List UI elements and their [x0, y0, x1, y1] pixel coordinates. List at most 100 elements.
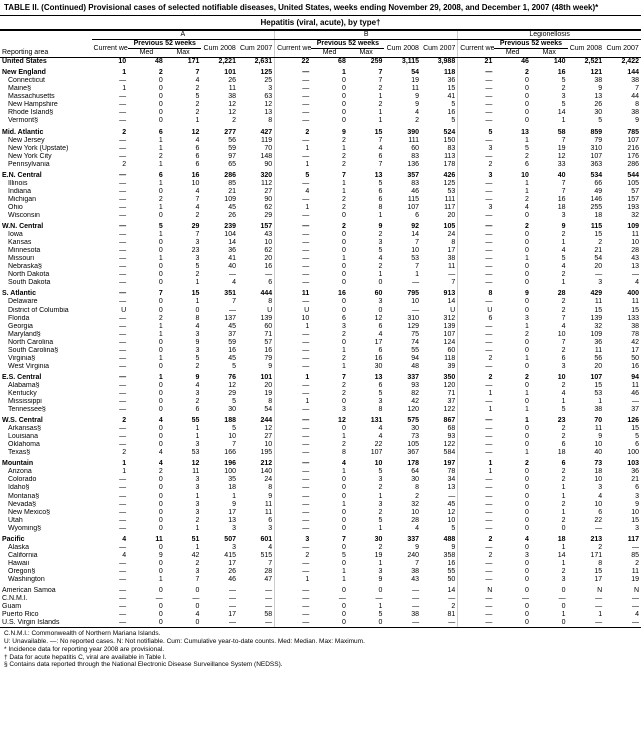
data-cell: 0	[128, 109, 165, 117]
data-cell: U	[275, 307, 312, 315]
data-cell: —	[275, 101, 312, 109]
data-cell: —	[238, 603, 275, 611]
data-cell: —	[458, 509, 495, 517]
table-row: United States10481712,2212,63122682593,1…	[0, 58, 641, 67]
data-cell: 4	[238, 544, 275, 552]
data-cell: 240	[384, 552, 421, 560]
data-cell: 2	[348, 101, 385, 109]
data-cell: 129	[384, 323, 421, 331]
table-row: W.N. Central—529239157—2992105—29115109	[0, 220, 641, 231]
data-cell: 2	[458, 161, 495, 169]
data-cell: 32	[604, 212, 641, 220]
data-cell: —	[458, 619, 495, 627]
data-cell: —	[275, 180, 312, 188]
data-cell: 2	[531, 468, 568, 476]
data-cell: 1	[165, 425, 202, 433]
data-cell: 73	[568, 457, 605, 468]
area-cell: E.N. Central	[0, 169, 92, 180]
data-cell: 19	[238, 390, 275, 398]
data-cell: 94	[604, 371, 641, 382]
data-cell: 7	[531, 315, 568, 323]
data-cell: 1	[275, 371, 312, 382]
data-cell: 79	[238, 355, 275, 363]
data-cell: 367	[384, 449, 421, 457]
data-cell: —	[275, 484, 312, 492]
data-cell: 1	[458, 390, 495, 398]
data-cell: 2	[92, 449, 129, 457]
data-cell: 17	[348, 339, 385, 347]
data-cell: 0	[128, 101, 165, 109]
data-cell: 0	[128, 93, 165, 101]
data-cell: 9	[421, 544, 458, 552]
hdr-group-leg: Legionellosis	[458, 31, 641, 40]
data-cell: 575	[384, 414, 421, 425]
data-cell: —	[275, 263, 312, 271]
data-cell: —	[275, 493, 312, 501]
data-cell: 2	[568, 544, 605, 552]
data-cell: —	[92, 517, 129, 525]
data-cell: 488	[421, 533, 458, 544]
data-cell: 1	[348, 493, 385, 501]
data-cell: 1	[275, 576, 312, 584]
data-cell: —	[92, 509, 129, 517]
data-cell: U	[458, 307, 495, 315]
area-cell: Hawaii	[0, 560, 92, 568]
data-cell: 8	[348, 204, 385, 212]
data-cell: —	[458, 180, 495, 188]
data-cell: 2	[165, 560, 202, 568]
data-cell: —	[458, 484, 495, 492]
data-cell: 120	[384, 406, 421, 414]
data-cell: —	[201, 307, 238, 315]
area-cell: Ohio	[0, 204, 92, 212]
data-cell: 6	[568, 509, 605, 517]
hdr-med-b: Med	[311, 49, 348, 58]
data-cell: 10	[604, 239, 641, 247]
data-cell: 144	[604, 66, 641, 77]
data-cell: 4	[531, 247, 568, 255]
data-cell: 5	[311, 552, 348, 560]
data-cell: 2	[165, 212, 202, 220]
data-cell: 21	[568, 247, 605, 255]
data-cell: 7	[165, 231, 202, 239]
data-cell: 5	[531, 77, 568, 85]
data-cell: 259	[348, 58, 385, 67]
data-cell: 2	[421, 603, 458, 611]
data-cell: 14	[384, 231, 421, 239]
data-cell: 0	[494, 298, 531, 306]
data-cell: 23	[531, 414, 568, 425]
data-cell: —	[92, 287, 129, 298]
data-cell: 0	[311, 117, 348, 125]
data-cell: 1	[348, 212, 385, 220]
area-cell: Georgia	[0, 323, 92, 331]
data-cell: 584	[421, 449, 458, 457]
data-cell: 20	[568, 363, 605, 371]
data-cell: —	[458, 220, 495, 231]
data-cell: 25	[238, 77, 275, 85]
data-cell: 0	[494, 501, 531, 509]
data-cell: 0	[311, 279, 348, 287]
data-cell: —	[92, 101, 129, 109]
area-cell: Wyoming§	[0, 525, 92, 533]
data-cell: —	[201, 619, 238, 627]
data-cell: 21	[201, 188, 238, 196]
data-cell: 38	[201, 93, 238, 101]
area-cell: Mid. Atlantic	[0, 126, 92, 137]
data-cell: 41	[421, 93, 458, 101]
data-cell: 11	[275, 287, 312, 298]
data-cell: 1	[494, 406, 531, 414]
data-cell: —	[275, 355, 312, 363]
data-cell: 111	[421, 196, 458, 204]
data-cell: 81	[421, 611, 458, 619]
data-cell: 312	[421, 315, 458, 323]
data-cell: 2	[531, 347, 568, 355]
data-cell: 50	[421, 576, 458, 584]
data-cell: 15	[604, 517, 641, 525]
data-cell: 4	[311, 457, 348, 468]
data-cell: 6	[238, 279, 275, 287]
data-cell: 3	[165, 390, 202, 398]
data-cell: 126	[604, 414, 641, 425]
data-cell: 78	[604, 331, 641, 339]
data-cell: 15	[421, 85, 458, 93]
data-cell: —	[92, 398, 129, 406]
data-cell: 107	[568, 371, 605, 382]
